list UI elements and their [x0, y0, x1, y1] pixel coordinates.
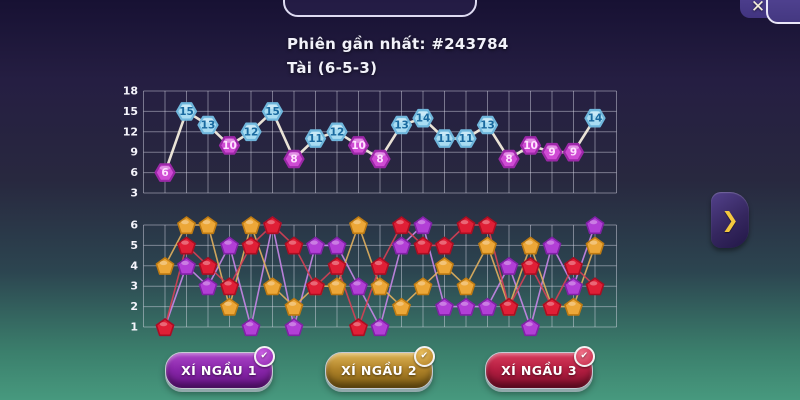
close-icon: ✕ — [750, 0, 766, 17]
svg-text:13: 13 — [201, 120, 216, 132]
bet-button-dice1-label: XÍ NGẦU 1 — [181, 363, 257, 378]
svg-text:8: 8 — [290, 154, 297, 166]
svg-text:10: 10 — [351, 140, 366, 152]
svg-text:12: 12 — [330, 126, 345, 138]
svg-text:12: 12 — [244, 126, 259, 138]
svg-text:6: 6 — [130, 166, 138, 179]
svg-text:18: 18 — [123, 85, 138, 98]
svg-text:2: 2 — [130, 300, 138, 313]
svg-text:14: 14 — [416, 113, 431, 125]
svg-text:8: 8 — [505, 154, 512, 166]
close-button[interactable]: ✕ — [746, 0, 770, 19]
svg-text:13: 13 — [480, 120, 495, 132]
check-icon: ✔ — [414, 346, 435, 367]
chevron-right-icon: ❯ — [721, 208, 739, 232]
panel-corner-border — [766, 0, 800, 24]
svg-text:4: 4 — [130, 259, 138, 272]
svg-text:13: 13 — [394, 120, 409, 132]
bet-button-dice2[interactable]: XÍ NGẦU 2 ✔ — [325, 346, 435, 389]
next-page-button[interactable]: ❯ — [711, 192, 749, 248]
bet-button-dice1[interactable]: XÍ NGẦU 1 ✔ — [165, 346, 275, 389]
svg-text:14: 14 — [588, 113, 603, 125]
svg-text:9: 9 — [548, 147, 555, 159]
svg-text:9: 9 — [570, 147, 577, 159]
svg-text:10: 10 — [523, 140, 538, 152]
svg-text:15: 15 — [265, 106, 280, 118]
check-icon: ✔ — [254, 346, 275, 367]
bet-button-dice2-label: XÍ NGẦU 2 — [341, 363, 417, 378]
svg-text:6: 6 — [161, 167, 168, 179]
check-icon: ✔ — [574, 346, 595, 367]
svg-text:11: 11 — [308, 133, 323, 145]
svg-text:12: 12 — [123, 125, 138, 138]
svg-text:10: 10 — [222, 140, 237, 152]
svg-text:15: 15 — [123, 105, 138, 118]
latest-result-label: Tài (6-5-3) — [287, 59, 378, 77]
bet-button-dice3-label: XÍ NGẦU 3 — [501, 363, 577, 378]
bet-button-dice3[interactable]: XÍ NGẦU 3 ✔ — [485, 346, 595, 389]
svg-text:8: 8 — [376, 154, 383, 166]
svg-text:3: 3 — [130, 280, 138, 293]
svg-text:11: 11 — [437, 133, 452, 145]
svg-text:3: 3 — [130, 187, 138, 200]
svg-text:9: 9 — [130, 146, 138, 159]
svg-text:5: 5 — [130, 239, 138, 252]
latest-round-label: Phiên gần nhất: #243784 — [287, 35, 509, 53]
svg-text:1: 1 — [130, 321, 138, 334]
svg-text:11: 11 — [459, 133, 474, 145]
svg-text:6: 6 — [130, 219, 138, 232]
svg-text:15: 15 — [179, 106, 194, 118]
